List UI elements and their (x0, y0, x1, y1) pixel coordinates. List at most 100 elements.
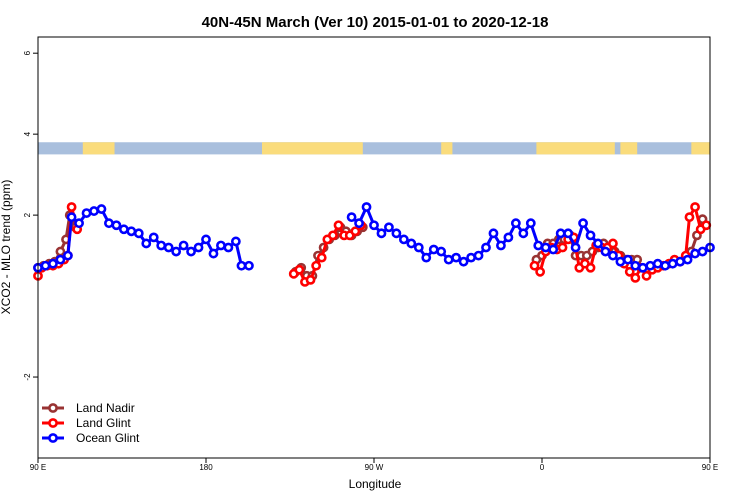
data-point (473, 250, 484, 261)
legend-item: Land Glint (42, 416, 131, 430)
land-band-segment (536, 142, 615, 155)
data-point (578, 218, 588, 229)
data-point (682, 254, 693, 265)
land-band-segment (441, 142, 453, 155)
legend-item: Land Nadir (42, 401, 135, 415)
data-point (525, 218, 536, 229)
x-axis-label: Longitude (349, 477, 402, 491)
legend-marker (48, 403, 58, 413)
data-point (667, 258, 678, 269)
y-tick-label: 6 (23, 50, 32, 55)
data-point (40, 260, 51, 271)
data-point (216, 240, 226, 251)
data-point (74, 218, 84, 229)
data-point (55, 246, 66, 257)
data-point (230, 236, 241, 247)
data-point (637, 262, 648, 273)
data-point (652, 258, 663, 269)
data-point (503, 232, 514, 243)
data-point (305, 274, 316, 285)
data-point (660, 260, 671, 271)
data-point (630, 272, 641, 283)
y-axis-label: XCO2 - MLO trend (ppm) (0, 180, 13, 315)
data-point (608, 238, 618, 249)
data-point (208, 248, 219, 259)
data-point (48, 258, 58, 269)
x-tick-label: 90 E (30, 463, 46, 472)
data-point (529, 260, 540, 271)
data-point (535, 266, 546, 277)
data-point (201, 234, 211, 245)
y-tick-label: 2 (23, 212, 32, 217)
data-point (398, 234, 409, 245)
data-point (443, 254, 454, 265)
data-point (436, 246, 447, 257)
legend-label: Ocean Glint (76, 431, 140, 445)
data-point (244, 260, 254, 271)
data-point (624, 266, 635, 277)
data-point (328, 230, 338, 241)
data-point (55, 254, 66, 265)
data-point (585, 230, 596, 241)
data-point (350, 226, 361, 237)
data-point (96, 204, 107, 214)
data-point (354, 218, 364, 229)
data-point (510, 218, 521, 229)
data-point (413, 242, 424, 253)
data-point (81, 208, 92, 218)
y-tick-label: 4 (23, 131, 32, 136)
data-point (630, 260, 641, 271)
data-point (540, 242, 551, 253)
data-point (391, 228, 402, 239)
data-point (111, 220, 122, 231)
data-point (481, 242, 491, 253)
y-tick-label: -2 (23, 373, 32, 381)
data-point (684, 212, 695, 223)
data-point (645, 260, 656, 271)
data-point (615, 256, 626, 267)
data-point (622, 254, 633, 265)
x-tick-label: 0 (540, 463, 545, 472)
data-point (701, 220, 712, 231)
chart-title: 40N-45N March (Ver 10) 2015-01-01 to 202… (202, 14, 549, 31)
series-layer (33, 202, 715, 287)
data-point (555, 228, 566, 239)
data-point (421, 252, 432, 263)
series-ocean-glint (33, 202, 715, 273)
data-point (193, 242, 204, 253)
x-axis: 90 E 180 90 W 0 90 E (30, 458, 718, 472)
x-tick-label: 180 (199, 463, 213, 472)
data-point (62, 250, 73, 261)
data-point (593, 238, 603, 249)
data-point (223, 242, 234, 253)
legend-marker (48, 433, 58, 443)
data-point (466, 252, 476, 263)
data-point (548, 244, 559, 255)
data-point (570, 242, 581, 253)
data-point (126, 226, 137, 237)
land-band-segment (691, 142, 710, 155)
data-point (458, 256, 469, 267)
data-point (406, 238, 417, 249)
data-point (118, 224, 129, 235)
land-ocean-band (38, 142, 710, 155)
x-tick-label: 90 W (365, 463, 384, 472)
legend-label: Land Glint (76, 416, 131, 430)
legend-label: Land Nadir (76, 401, 135, 415)
data-point (178, 240, 189, 251)
data-point (518, 228, 529, 239)
data-point (600, 246, 611, 257)
data-point (294, 264, 305, 275)
data-point (236, 260, 247, 271)
data-point (557, 242, 568, 253)
data-point (171, 246, 182, 257)
data-point (311, 260, 322, 271)
data-point (316, 252, 327, 263)
data-point (133, 228, 144, 239)
data-point (608, 250, 618, 261)
data-point (563, 228, 574, 239)
data-point (369, 220, 379, 231)
data-point (163, 242, 174, 253)
